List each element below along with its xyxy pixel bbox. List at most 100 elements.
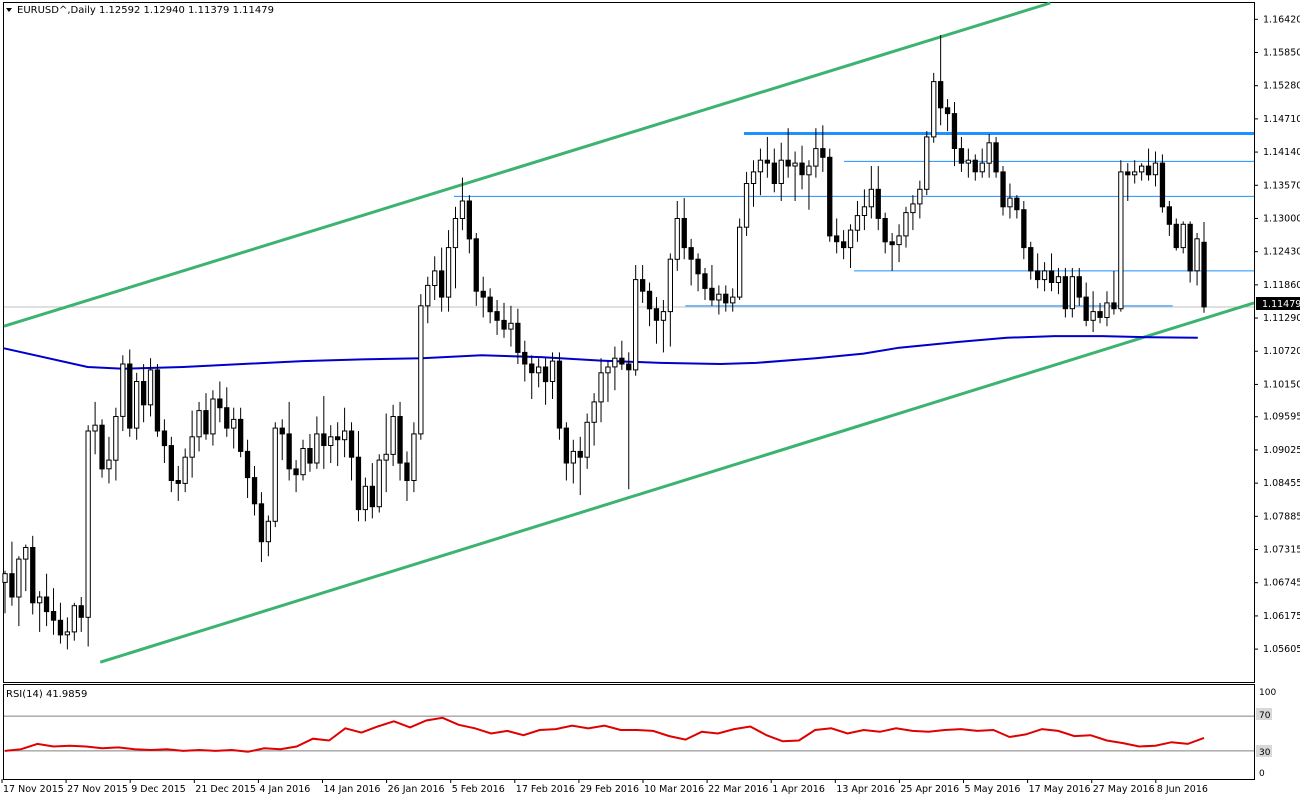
candle	[660, 299, 667, 353]
candle-body-bull	[896, 235, 902, 246]
candle-body-bull	[85, 430, 91, 618]
candle	[1180, 221, 1186, 254]
candle	[1035, 253, 1041, 289]
candle-body-bull	[272, 427, 278, 522]
candle	[951, 101, 958, 167]
candle-body-bear	[480, 290, 486, 298]
time-tick-label: 14 Jan 2016	[324, 784, 381, 795]
candle-body-bear	[1021, 209, 1027, 249]
candle-body-bull	[778, 159, 784, 184]
candle	[1145, 148, 1152, 181]
candle-body-bull	[71, 605, 77, 633]
candle-body-bear	[494, 311, 500, 321]
candle-body-bull	[328, 436, 334, 446]
time-tick-label: 29 Feb 2016	[580, 784, 639, 795]
candle	[224, 387, 230, 437]
rsi-line	[4, 716, 1205, 753]
candle-body-bull	[549, 360, 556, 383]
candle	[189, 410, 195, 478]
candle-body-bull	[1194, 238, 1200, 272]
candle	[605, 361, 611, 402]
candle	[1000, 166, 1006, 216]
candle-body-bear	[1187, 223, 1193, 272]
candle-body-bear	[827, 156, 833, 237]
candle	[113, 407, 119, 481]
candle	[771, 148, 778, 193]
price-tick-label: 1.09025	[1263, 445, 1300, 456]
candle	[522, 340, 528, 382]
candle	[473, 233, 479, 306]
candle-body-bull	[362, 485, 369, 511]
candle-body-bull	[231, 418, 237, 429]
candle-body-bear	[799, 162, 805, 176]
candle-body-bear	[78, 605, 84, 618]
candle	[37, 591, 43, 632]
candle-body-bear	[348, 430, 355, 458]
candle	[99, 419, 105, 478]
candle-body-bear	[50, 611, 57, 621]
candle	[127, 349, 133, 437]
candle	[626, 352, 632, 490]
candle-body-bear	[709, 287, 715, 301]
candle	[57, 602, 64, 644]
candle	[640, 265, 646, 303]
candle-body-bear	[258, 503, 265, 543]
candle	[1132, 160, 1138, 184]
candle	[43, 573, 50, 627]
candle-body-bear	[951, 113, 958, 149]
candle-body-bull	[931, 81, 937, 138]
candle-body-bull	[92, 424, 98, 432]
time-tick-label: 5 May 2016	[965, 784, 1021, 795]
candle-body-bear	[841, 241, 847, 249]
candle	[369, 463, 376, 519]
candle-body-bear	[1062, 276, 1068, 310]
candle-body-bull	[314, 433, 320, 464]
candle-body-bear	[439, 270, 445, 298]
candle-body-bull	[1069, 276, 1075, 310]
candle-body-bear	[542, 366, 549, 383]
time-tick-label: 13 Apr 2016	[836, 784, 895, 795]
candle	[799, 145, 805, 190]
candle	[501, 302, 507, 338]
candle	[1076, 267, 1082, 306]
candle-body-bear	[640, 279, 646, 292]
candle	[328, 425, 334, 464]
rsi-tick-30: 30	[1259, 748, 1271, 758]
candle-body-bear	[556, 360, 563, 429]
candle	[750, 160, 757, 207]
candle	[536, 358, 542, 388]
candle-body-bull	[716, 293, 722, 301]
trend-channel	[3, 1, 1255, 664]
candle	[556, 352, 563, 440]
candle	[674, 200, 680, 271]
channel-lower-line	[99, 301, 1255, 664]
candle-body-bull	[737, 226, 743, 298]
candle	[889, 233, 895, 271]
candle	[64, 617, 70, 650]
chart-title: EURUSD^,Daily 1.12592 1.12940 1.11379 1.…	[17, 5, 274, 16]
candle-body-bull	[854, 215, 861, 231]
candle-body-bear	[889, 241, 895, 246]
candle-body-bull	[265, 520, 272, 543]
candle	[231, 407, 237, 449]
candle-body-bear	[251, 477, 258, 505]
candle	[272, 422, 278, 528]
candle-body-bull	[743, 183, 750, 228]
price-tick-label: 1.10150	[1263, 379, 1300, 390]
candle-body-bull	[674, 218, 680, 260]
title-dropdown-icon[interactable]	[6, 8, 12, 12]
candle	[175, 465, 181, 501]
candle-body-bull	[757, 159, 764, 173]
candle-body-bull	[868, 188, 875, 208]
candle-body-bull	[1132, 171, 1138, 176]
candle	[591, 393, 597, 446]
time-tick-label: 26 Jan 2016	[388, 784, 445, 795]
candle	[342, 407, 348, 458]
candle-body-bear	[1076, 276, 1082, 298]
price-tick-label: 1.11860	[1263, 280, 1300, 291]
candle-body-bear	[355, 456, 362, 511]
time-tick-label: 9 Dec 2015	[131, 784, 186, 795]
candle	[1021, 200, 1027, 260]
candle	[1090, 291, 1096, 333]
candle	[1125, 163, 1131, 201]
